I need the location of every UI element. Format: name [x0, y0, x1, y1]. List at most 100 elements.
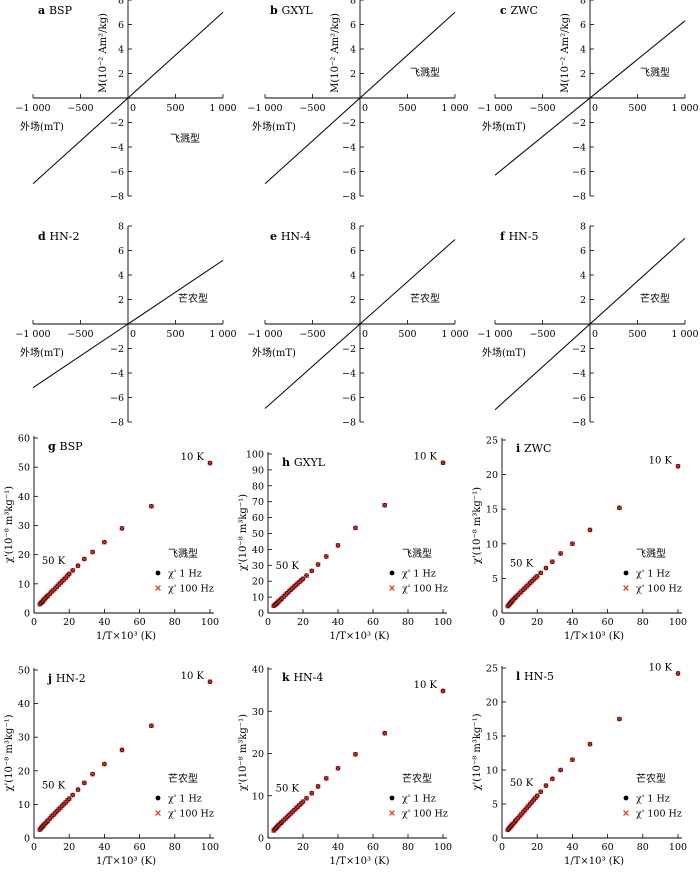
- panel-label: i ZWC: [516, 442, 551, 455]
- y-tick-label: 10: [486, 766, 498, 777]
- x-tick-label: −1 000: [15, 329, 50, 340]
- y-tick-label: 4: [580, 271, 586, 282]
- y-tick-label: 0: [24, 609, 30, 620]
- x-tick-label: −1 000: [247, 329, 282, 340]
- panel-label: c ZWC: [500, 4, 538, 17]
- data-point-100hz: [558, 767, 564, 773]
- susceptibility-panel-k: 0 20 40 60 80 100 0 10 20 30 40 k HN-4 10 K 50 K 1/T×1…: [238, 665, 452, 868]
- data-point-100hz: [148, 503, 154, 509]
- x-tick-label: 20: [63, 617, 75, 628]
- y-axis-label: χ'(10⁻⁸ m³kg⁻¹): [238, 714, 249, 791]
- y-tick-label: 25: [486, 436, 498, 447]
- x-tick-label: 100: [669, 842, 687, 853]
- y-tick-label: 50: [252, 529, 264, 540]
- panel-name: HN-4: [293, 671, 323, 684]
- y-tick-label: 4: [118, 271, 124, 282]
- hysteresis-panel-b: −1 000 −500 500 1 000 0 −8 −6 −4 −2 2 4 6 8 b GXYL 外场(…: [247, 0, 469, 203]
- y-tick-label: −2: [342, 118, 356, 129]
- y-tick-label: 6: [580, 20, 586, 31]
- x-tick-label: 0: [265, 617, 271, 628]
- panel-letter: k: [282, 671, 293, 684]
- y-tick-label: 6: [350, 246, 356, 257]
- legend-marker-100hz: [623, 810, 629, 816]
- y-tick-label: 15: [486, 732, 498, 743]
- label-10k: 10 K: [181, 452, 205, 463]
- x-tick-label: 500: [398, 103, 416, 114]
- x-tick-label: 80: [402, 842, 414, 853]
- panel-name: HN-2: [50, 230, 80, 243]
- data-point-100hz: [81, 556, 87, 562]
- panel-label: d HN-2: [38, 230, 79, 243]
- panel-name: HN-5: [524, 670, 554, 683]
- panel-name: ZWC: [524, 442, 551, 455]
- data-point-100hz: [558, 550, 564, 556]
- legend-label-100hz: χ' 100 Hz: [168, 809, 214, 820]
- x-tick-label: 80: [169, 842, 181, 853]
- x-tick-label: 1 000: [209, 103, 236, 114]
- legend-label-100hz: χ' 100 Hz: [402, 809, 448, 820]
- y-tick-label: −6: [572, 167, 586, 178]
- x-tick-label: −500: [67, 329, 93, 340]
- y-tick-label: −6: [110, 393, 124, 404]
- legend-label-100hz: χ' 100 Hz: [636, 584, 682, 595]
- panel-letter: l: [516, 670, 524, 683]
- y-tick-label: 90: [252, 465, 264, 476]
- type-annotation: 芒农型: [178, 292, 208, 305]
- origin-tick-label: 0: [592, 329, 598, 340]
- y-tick-label: −8: [110, 418, 124, 429]
- y-tick-label: 5: [492, 574, 498, 585]
- y-tick-label: 25: [486, 664, 498, 675]
- x-tick-label: 500: [166, 329, 184, 340]
- y-axis-label: M(10⁻² Am²/kg): [560, 13, 571, 93]
- x-axis-label: 外场(mT): [252, 346, 296, 359]
- y-tick-label: 8: [118, 222, 124, 233]
- y-tick-label: 50: [18, 666, 30, 677]
- y-tick-label: 30: [252, 707, 264, 718]
- origin-tick-label: 0: [362, 103, 368, 114]
- x-tick-label: 100: [434, 617, 452, 628]
- y-tick-label: 60: [18, 434, 30, 445]
- panel-label: k HN-4: [282, 671, 323, 684]
- x-tick-label: 80: [637, 617, 649, 628]
- type-annotation: 芒农型: [168, 772, 198, 785]
- x-tick-label: 100: [669, 617, 687, 628]
- y-tick-label: 2: [580, 69, 586, 80]
- x-tick-label: 20: [63, 842, 75, 853]
- y-tick-label: 100: [246, 450, 264, 461]
- y-tick-label: 2: [118, 69, 124, 80]
- data-point-100hz: [148, 723, 154, 729]
- x-tick-label: 0: [31, 842, 37, 853]
- y-tick-label: 50: [18, 463, 30, 474]
- label-10k: 10 K: [414, 680, 438, 691]
- legend-marker-100hz: [623, 585, 629, 591]
- legend-marker-1hz: [623, 570, 629, 576]
- type-annotation: 飞溅型: [170, 132, 200, 145]
- legend-marker-1hz: [155, 570, 161, 576]
- x-tick-label: 20: [531, 842, 543, 853]
- data-point-100hz: [90, 771, 96, 777]
- label-10k: 10 K: [414, 452, 438, 463]
- susceptibility-panel-l: 0 20 40 60 80 100 0 5 10 15 20 25 l HN-5 10 K 50 K 1/T×…: [472, 662, 687, 867]
- x-tick-label: 500: [166, 103, 184, 114]
- panel-label: b GXYL: [270, 4, 313, 17]
- y-tick-label: −8: [342, 192, 356, 203]
- y-tick-label: 10: [18, 579, 30, 590]
- x-tick-label: 60: [602, 617, 614, 628]
- data-point-100hz: [543, 783, 549, 789]
- y-tick-label: −2: [572, 118, 586, 129]
- type-annotation: 芒农型: [640, 292, 670, 305]
- y-tick-label: 10: [252, 791, 264, 802]
- panel-label: l HN-5: [516, 670, 554, 683]
- legend-label-1hz: χ' 1 Hz: [402, 794, 436, 805]
- x-axis-label: 外场(mT): [482, 120, 526, 133]
- x-tick-label: 40: [332, 617, 344, 628]
- legend-marker-1hz: [389, 570, 395, 576]
- panel-name: ZWC: [511, 4, 538, 17]
- x-axis-label: 1/T×10³ (K): [564, 631, 624, 642]
- panel-label: g BSP: [48, 440, 83, 453]
- magnetization-line: [494, 20, 686, 176]
- y-tick-label: 2: [118, 295, 124, 306]
- x-tick-label: 1 000: [671, 329, 698, 340]
- y-tick-label: −8: [572, 418, 586, 429]
